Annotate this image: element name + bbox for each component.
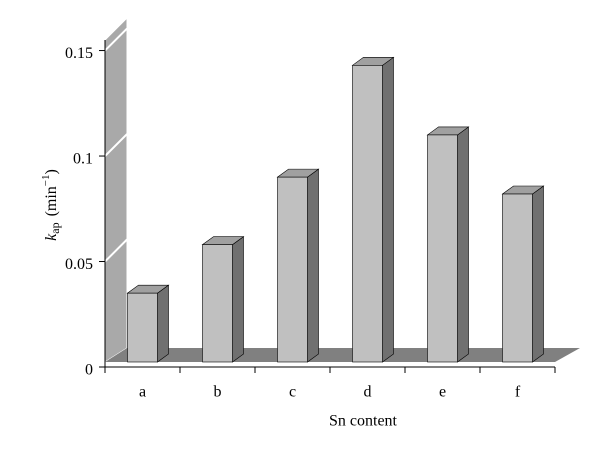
bar <box>127 292 158 363</box>
bar <box>277 176 308 363</box>
bar-side <box>232 236 244 363</box>
y-title-k: k <box>43 233 60 241</box>
y-tick-label: 0.05 <box>65 256 93 273</box>
x-tick-label: f <box>515 384 521 401</box>
y-tick-label: 0 <box>85 362 93 379</box>
bar <box>427 134 458 363</box>
y-tick-label: 0.1 <box>73 151 93 168</box>
y-title-close: ) <box>43 169 60 174</box>
bar-side <box>307 168 319 363</box>
x-axis-title: Sn content <box>329 413 398 430</box>
x-tick-label: e <box>439 384 446 401</box>
x-tick-label: b <box>214 384 222 401</box>
bar <box>352 65 383 363</box>
y-tick-label: 0.15 <box>65 45 93 62</box>
y-axis-title: kap (min−1) <box>40 169 62 241</box>
bar-side <box>457 126 469 363</box>
bar-side <box>532 185 544 363</box>
y-title-sub: ap <box>48 222 62 233</box>
y-title-sup: −1 <box>40 174 52 186</box>
bar-side <box>157 284 169 363</box>
bar <box>202 244 233 363</box>
grid-line <box>104 27 128 52</box>
x-tick-label: c <box>289 384 296 401</box>
y-title-unit: (min <box>43 186 60 216</box>
bar <box>502 193 533 363</box>
x-tick-label: d <box>364 384 372 401</box>
x-tick-label: a <box>139 384 146 401</box>
back-wall <box>104 16 128 363</box>
grid-line <box>104 133 128 157</box>
bar-side <box>382 56 394 363</box>
grid-line <box>104 238 128 263</box>
